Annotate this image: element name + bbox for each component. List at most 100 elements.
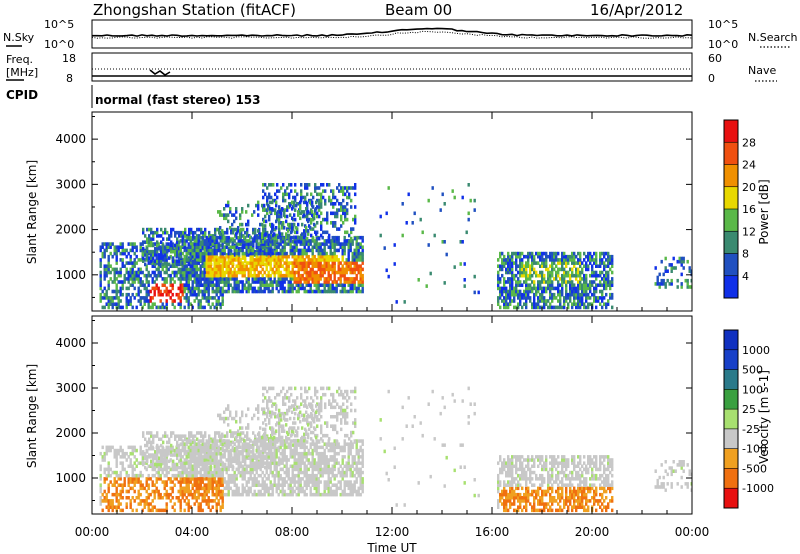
power-cell (327, 289, 330, 294)
velocity-cell (187, 461, 190, 465)
freq-panel-frame (91, 52, 693, 82)
velocity-cell (196, 437, 199, 441)
power-cell (354, 192, 357, 197)
power-cell (662, 282, 665, 286)
power-cell (111, 296, 114, 300)
velocity-cell (191, 492, 194, 497)
power-cell (158, 234, 161, 238)
power-cell (215, 239, 218, 243)
power-cell (307, 280, 310, 284)
velocity-cell (147, 464, 150, 468)
power-cell (313, 289, 316, 294)
power-cell (174, 253, 177, 257)
power-cell (501, 251, 504, 256)
velocity-cell (228, 450, 231, 454)
power-cell (521, 270, 524, 275)
power-cell (193, 277, 196, 281)
power-cell (266, 186, 269, 190)
power-cell (315, 270, 318, 275)
velocity-cell (119, 470, 122, 475)
velocity-cell (113, 451, 116, 456)
power-cell (249, 245, 252, 249)
velocity-cell (115, 470, 118, 475)
power-cell (239, 270, 242, 275)
power-cell (301, 273, 304, 278)
velocity-cell (197, 464, 200, 468)
velocity-cell (195, 467, 198, 472)
power-cell (252, 227, 255, 232)
power-cell (115, 254, 118, 259)
power-cell (152, 230, 155, 235)
velocity-cell (219, 477, 222, 481)
power-cell (311, 203, 314, 208)
power-cell (245, 210, 248, 214)
power-cell (247, 286, 250, 291)
power-cell (289, 283, 292, 287)
power-cell (327, 245, 330, 249)
power-cell (333, 254, 336, 259)
power-cell (525, 273, 528, 278)
power-cell (327, 254, 330, 259)
power-cell (285, 251, 288, 256)
power-cell (113, 302, 116, 306)
power-cell (680, 259, 683, 264)
power-cell (583, 286, 586, 291)
power-cell (509, 299, 512, 303)
power-cell (281, 207, 284, 211)
velocity-cell (215, 502, 218, 506)
velocity-cell (208, 443, 211, 448)
power-cell (173, 280, 176, 284)
velocity-cell (162, 446, 165, 451)
power-cell (545, 267, 548, 272)
power-cell (147, 302, 150, 306)
power-cell (351, 267, 354, 272)
velocity-cell (181, 489, 184, 494)
power-cell (575, 254, 578, 259)
power-cell (197, 292, 200, 297)
power-cell (148, 240, 151, 244)
power-cell (239, 258, 242, 262)
power-cell (559, 299, 562, 303)
power-cell (461, 240, 464, 244)
velocity-cell (158, 437, 161, 441)
power-cell (164, 230, 167, 235)
power-cell (567, 302, 570, 306)
power-cell (563, 277, 566, 281)
power-cell (277, 261, 280, 265)
velocity-cell (206, 453, 209, 457)
power-cell (191, 292, 194, 297)
power-cell (131, 270, 134, 275)
power-cell (211, 258, 214, 262)
power-cell (350, 236, 353, 241)
power-cell (265, 219, 268, 224)
velocity-cell (179, 505, 182, 509)
power-cell (185, 270, 188, 275)
velocity-cell (165, 473, 168, 478)
power-cell (346, 189, 349, 193)
velocity-cell (151, 489, 154, 494)
power-cell (519, 302, 522, 306)
power-cell (153, 302, 156, 306)
velocity-cell (105, 473, 108, 478)
power-cell (127, 302, 130, 306)
power-cell (579, 264, 582, 268)
power-cell (207, 242, 210, 246)
power-cell (339, 273, 342, 278)
power-cell (324, 217, 327, 222)
power-cell (321, 251, 324, 256)
power-cell (299, 248, 302, 253)
velocity-cell (103, 458, 106, 462)
power-cell (185, 292, 188, 297)
power-cell (223, 258, 226, 262)
power-cell (295, 280, 298, 284)
power-cell (305, 273, 308, 278)
power-cell (107, 280, 110, 284)
velocity-cell (153, 505, 156, 509)
velocity-cell (197, 477, 200, 481)
power-cell (129, 254, 132, 259)
power-cell (325, 264, 328, 268)
velocity-cell (150, 446, 153, 451)
power-cell (599, 270, 602, 275)
power-cell (535, 273, 538, 278)
power-cell (111, 254, 114, 259)
